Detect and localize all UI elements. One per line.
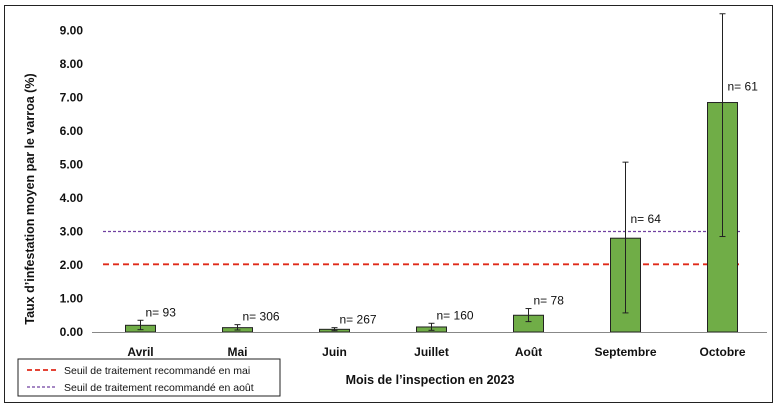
x-tick-label: Août (515, 345, 542, 359)
x-tick-label: Juillet (414, 345, 449, 359)
y-tick-label: 6.00 (60, 124, 84, 138)
legend-label-aout: Seuil de traitement recommandé en août (64, 382, 254, 394)
y-axis-title: Taux d’infestation moyen par le varroa (… (23, 73, 37, 324)
y-tick-label: 2.00 (60, 258, 84, 272)
y-tick-label: 3.00 (60, 225, 84, 239)
y-axis: 0.00 1.00 2.00 3.00 4.00 5.00 6.00 7.00 8.00 9.00 (60, 24, 84, 340)
n-label: n= 160 (437, 308, 474, 322)
y-tick-label: 0.00 (60, 325, 84, 339)
n-label: n= 78 (534, 294, 565, 308)
data-labels: Avril n= 93 Mai n= 306 Juin n= 267 Juillet n= 1… (127, 80, 758, 359)
bars (125, 13, 738, 333)
y-tick-label: 9.00 (60, 24, 84, 38)
x-tick-label: Octobre (699, 345, 745, 359)
x-tick-label: Septembre (594, 345, 656, 359)
x-tick-label: Mai (227, 345, 247, 359)
n-label: n= 267 (340, 313, 377, 327)
y-tick-label: 5.00 (60, 158, 84, 172)
x-tick-label: Juin (322, 345, 347, 359)
y-tick-label: 4.00 (60, 191, 84, 205)
y-tick-label: 1.00 (60, 292, 84, 306)
n-label: n= 64 (631, 212, 662, 226)
legend: Seuil de traitement recommandé en mai Se… (17, 358, 281, 397)
x-tick-label: Avril (127, 345, 153, 359)
legend-label-mai: Seuil de traitement recommandé en mai (64, 365, 250, 377)
threshold-lines (103, 230, 740, 266)
chart-frame (4, 5, 773, 403)
n-label: n= 306 (243, 310, 280, 324)
n-label: n= 61 (728, 80, 759, 94)
n-label: n= 93 (146, 305, 177, 319)
x-axis-title: Mois de l’inspection en 2023 (346, 373, 515, 387)
y-tick-label: 7.00 (60, 91, 84, 105)
y-tick-label: 8.00 (60, 57, 84, 71)
legend-box (17, 358, 281, 397)
